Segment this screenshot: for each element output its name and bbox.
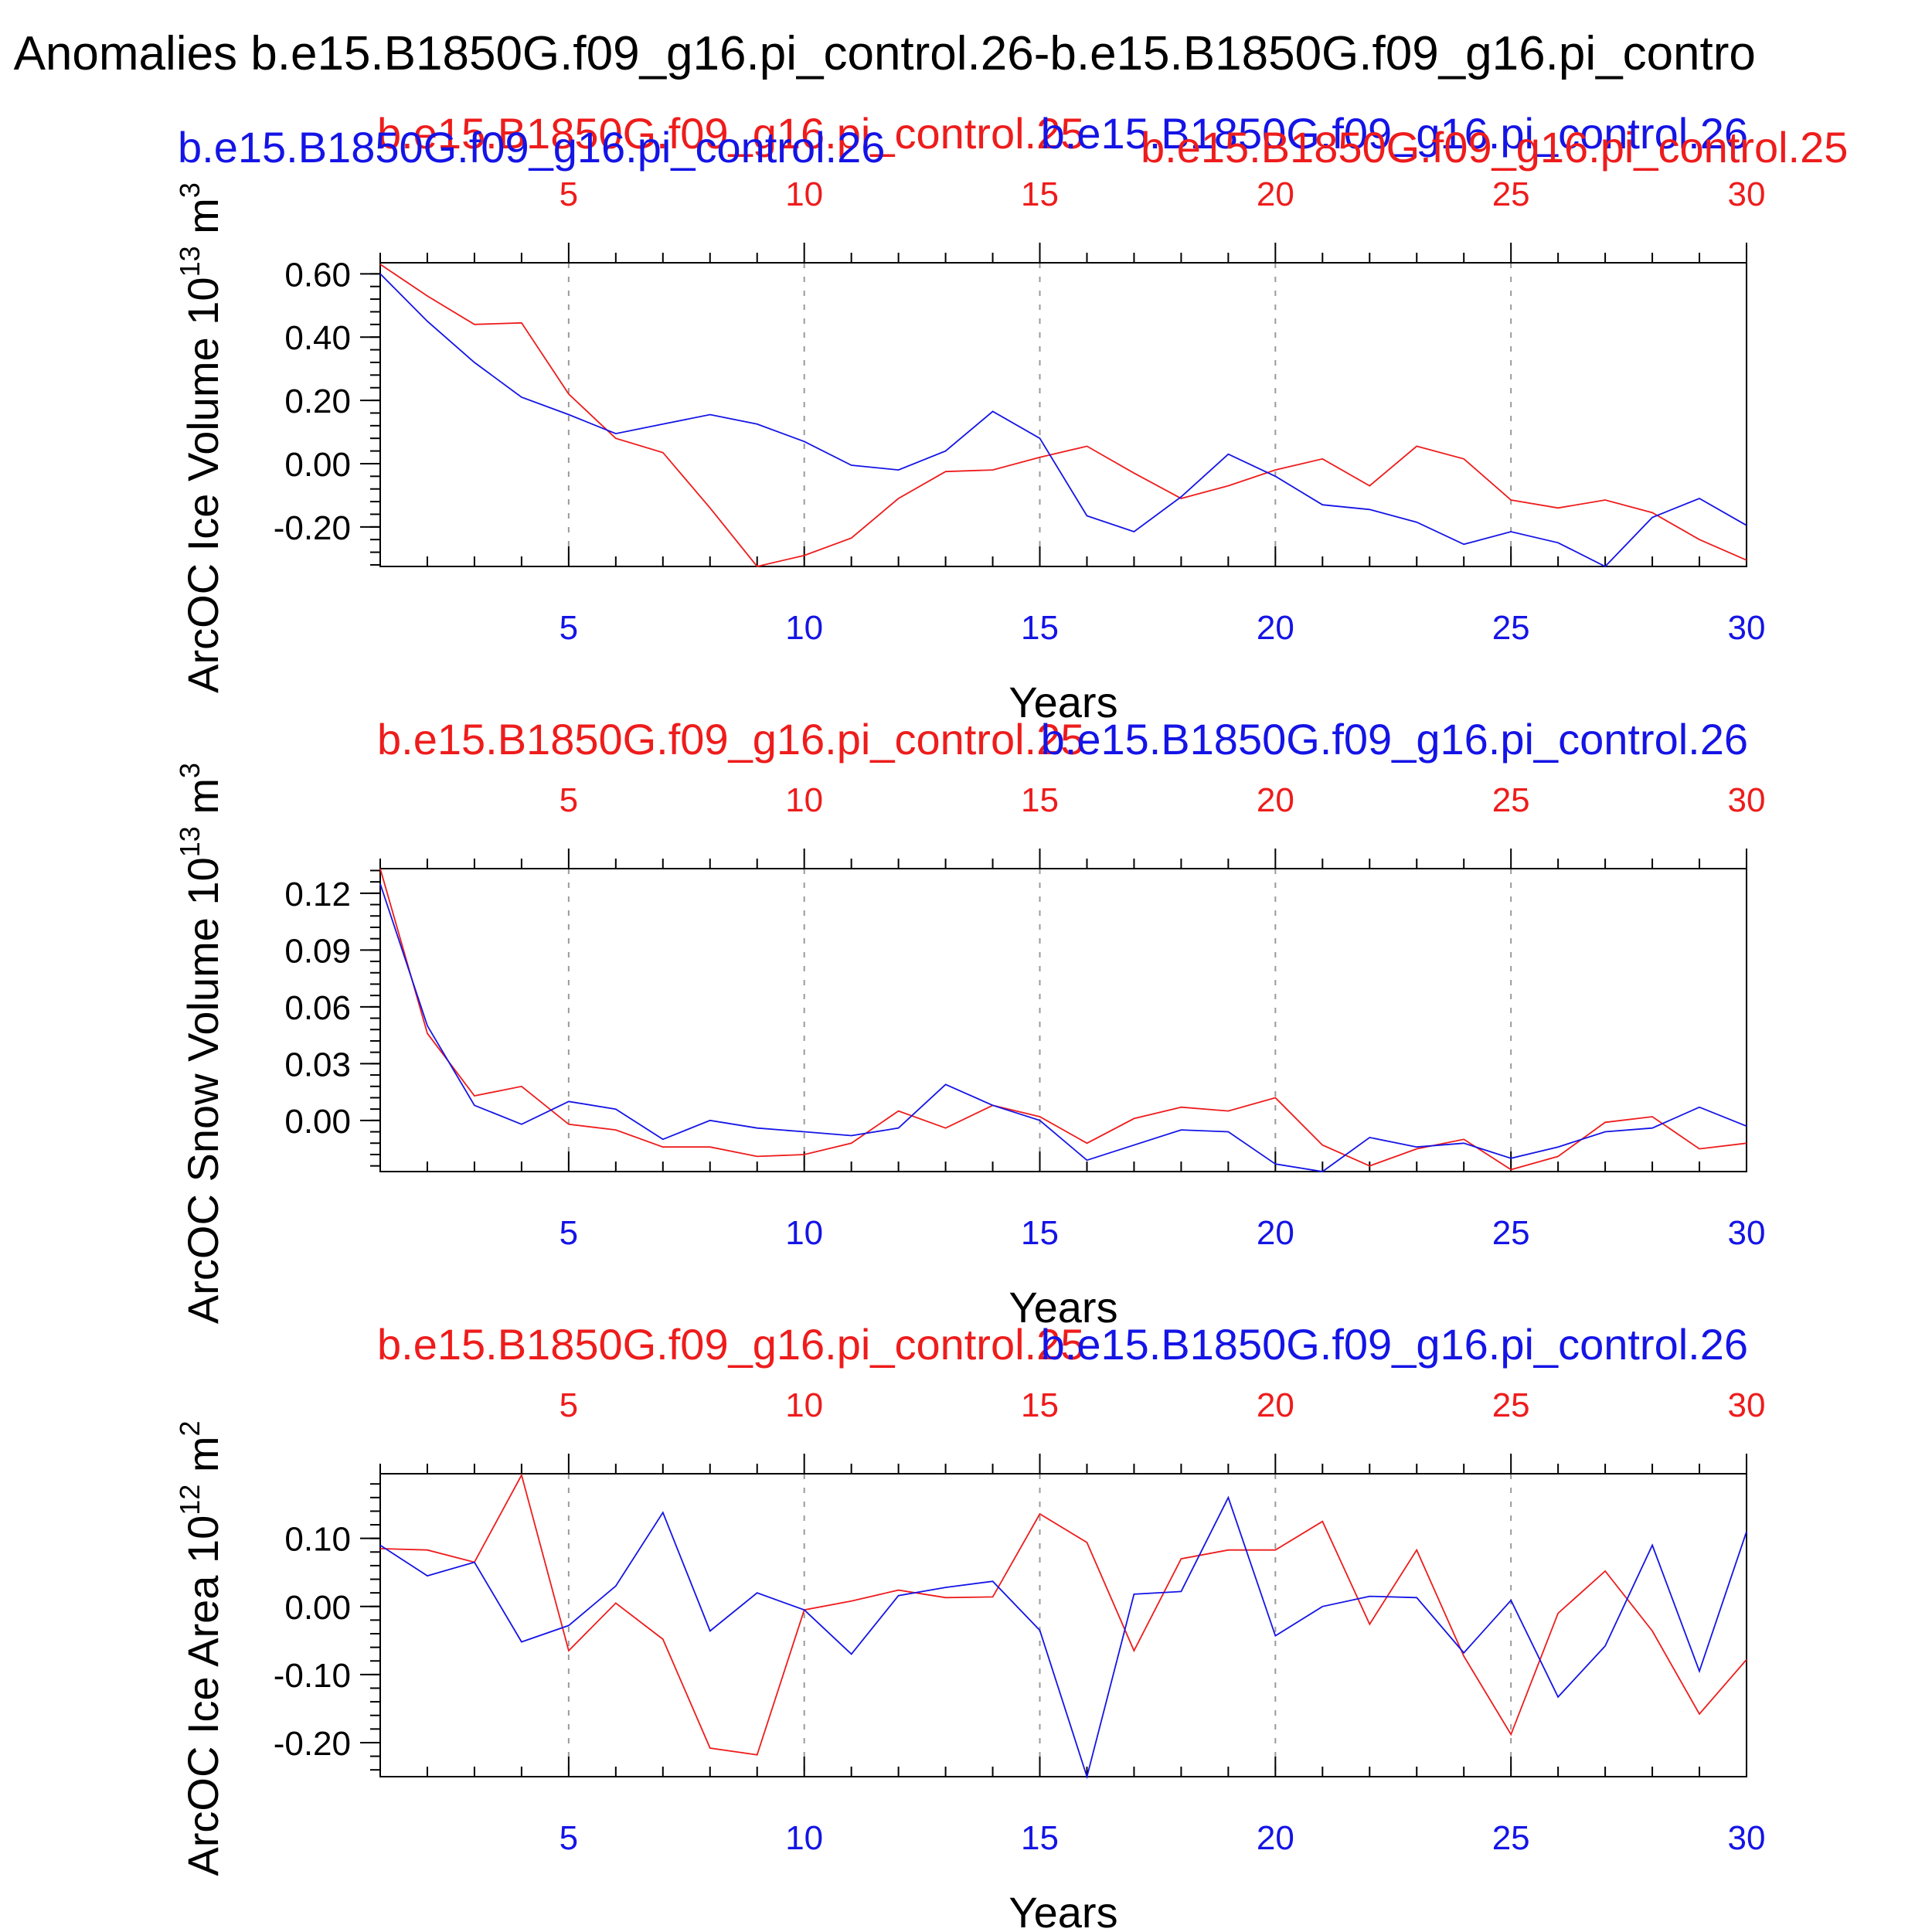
x-tick-label-bottom: 20 <box>1257 609 1294 647</box>
y-axis-title: ArcOC Ice Area 1012 m2 <box>174 1420 227 1876</box>
series-line-blue <box>379 273 1747 568</box>
y-tick-label: 0.40 <box>284 319 351 357</box>
y-tick-label: 0.09 <box>284 932 351 970</box>
x-tick-label-bottom: 25 <box>1492 1819 1530 1857</box>
x-axis-title: Years <box>1009 1888 1117 1932</box>
plot-frame <box>379 1473 1747 1777</box>
y-tick-label: 0.00 <box>284 1103 351 1141</box>
y-tick-label: 0.00 <box>284 446 351 484</box>
series-line-blue <box>379 1495 1747 1780</box>
x-tick-label-bottom: 30 <box>1728 609 1766 647</box>
x-axis-title: Years <box>1009 678 1117 726</box>
y-axis-title: ArcOC Snow Volume 1013 m3 <box>174 763 227 1324</box>
x-tick-label-bottom: 30 <box>1728 1214 1766 1252</box>
x-tick-label-top: 5 <box>560 781 578 819</box>
y-tick-label: -0.20 <box>274 1725 351 1763</box>
y-tick-label: 0.03 <box>284 1046 351 1083</box>
x-tick-label-top: 20 <box>1257 175 1294 213</box>
series-line-blue <box>379 883 1747 1172</box>
case-label-red: b.e15.B1850G.f09_g16.pi_control.25 <box>377 1320 1084 1369</box>
panel-snow-volume: 0.12 0.09 0.06 0.03 0.00 5 5 10 10 15 15 20 20 25 25 30… <box>174 715 1765 1332</box>
y-tick-label: 0.60 <box>284 256 351 294</box>
x-tick-label-top: 20 <box>1257 1386 1294 1424</box>
case-label-red-extra: b.e15.B1850G.f09_g16.pi_control.25 <box>1141 123 1848 172</box>
x-tick-label-top: 30 <box>1728 175 1766 213</box>
case-label-blue-extra: b.e15.B1850G.f09_g16.pi_control.26 <box>178 123 885 172</box>
x-tick-label-top: 25 <box>1492 175 1530 213</box>
x-tick-label-top: 5 <box>560 1386 578 1424</box>
series-line-red <box>379 1473 1747 1756</box>
x-tick-label-bottom: 5 <box>560 1214 578 1252</box>
series-line-red <box>379 264 1747 568</box>
x-tick-label-bottom: 20 <box>1257 1214 1294 1252</box>
case-label-red: b.e15.B1850G.f09_g16.pi_control.25 <box>377 109 1084 158</box>
x-tick-label-top: 15 <box>1021 175 1059 213</box>
y-tick-label: -0.10 <box>274 1657 351 1695</box>
case-label-red: b.e15.B1850G.f09_g16.pi_control.25 <box>377 715 1084 764</box>
panel-ice-volume: 0.60 0.40 0.20 0.00 -0.20 5 5 10 10 15 15 20 20 25 25 3… <box>174 109 1848 726</box>
x-tick-label-top: 25 <box>1492 781 1530 819</box>
y-tick-label: 0.20 <box>284 383 351 420</box>
x-tick-label-bottom: 15 <box>1021 1214 1059 1252</box>
x-tick-label-bottom: 5 <box>560 1819 578 1857</box>
y-tick-label: 0.12 <box>284 876 351 913</box>
x-tick-label-bottom: 15 <box>1021 609 1059 647</box>
x-tick-label-bottom: 30 <box>1728 1819 1766 1857</box>
series-line-red <box>379 868 1747 1171</box>
y-tick-label: 0.00 <box>284 1589 351 1627</box>
plot-frame <box>379 868 1747 1172</box>
x-tick-label-top: 25 <box>1492 1386 1530 1424</box>
x-tick-label-bottom: 25 <box>1492 609 1530 647</box>
x-tick-label-bottom: 10 <box>785 1214 823 1252</box>
x-tick-label-bottom: 10 <box>785 609 823 647</box>
figure-title: l Anomalies b.e15.B1850G.f09_g16.pi_cont… <box>0 27 1756 80</box>
case-label-blue: b.e15.B1850G.f09_g16.pi_control.26 <box>1041 1320 1748 1369</box>
case-label-blue: b.e15.B1850G.f09_g16.pi_control.26 <box>1041 109 1748 158</box>
panel-ice-area: 0.10 0.00 -0.10 -0.20 5 5 10 10 15 15 20 20 25 25 30 30… <box>174 1320 1765 1932</box>
panels: 0.60 0.40 0.20 0.00 -0.20 5 5 10 10 15 15 20 20 25 25 3… <box>174 109 1848 1932</box>
y-axis-title: ArcOC Ice Volume 1013 m3 <box>174 182 227 693</box>
x-tick-label-bottom: 20 <box>1257 1819 1294 1857</box>
y-tick-label: 0.10 <box>284 1521 351 1559</box>
x-tick-label-top: 30 <box>1728 1386 1766 1424</box>
y-tick-label: -0.20 <box>274 509 351 547</box>
x-axis-title: Years <box>1009 1283 1117 1332</box>
x-tick-label-bottom: 15 <box>1021 1819 1059 1857</box>
x-tick-label-top: 20 <box>1257 781 1294 819</box>
x-tick-label-top: 15 <box>1021 781 1059 819</box>
x-tick-label-bottom: 5 <box>560 609 578 647</box>
x-tick-label-top: 10 <box>785 781 823 819</box>
x-tick-label-bottom: 25 <box>1492 1214 1530 1252</box>
x-tick-label-top: 10 <box>785 175 823 213</box>
x-tick-label-top: 10 <box>785 1386 823 1424</box>
x-tick-label-bottom: 10 <box>785 1819 823 1857</box>
x-tick-label-top: 5 <box>560 175 578 213</box>
x-tick-label-top: 15 <box>1021 1386 1059 1424</box>
case-label-blue: b.e15.B1850G.f09_g16.pi_control.26 <box>1041 715 1748 764</box>
plot-frame <box>379 262 1747 567</box>
x-tick-label-top: 30 <box>1728 781 1766 819</box>
y-tick-label: 0.06 <box>284 989 351 1027</box>
